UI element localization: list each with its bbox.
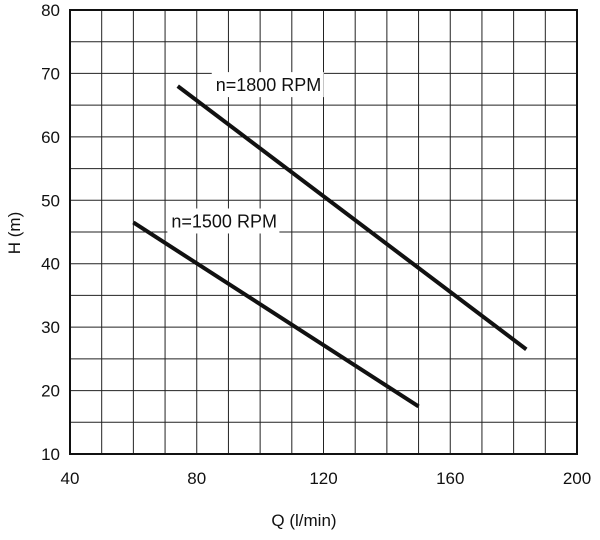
x-tick-label: 40	[61, 469, 80, 488]
y-tick-label: 50	[41, 191, 60, 210]
y-tick-label: 30	[41, 318, 60, 337]
x-tick-labels: 40 80 120 160 200	[61, 469, 592, 488]
series-label-background	[211, 72, 324, 98]
series-labels: n=1800 RPM n=1500 RPM	[167, 72, 324, 234]
series-label-text: n=1800 RPM	[216, 75, 322, 95]
y-tick-label: 60	[41, 128, 60, 147]
y-tick-label: 40	[41, 255, 60, 274]
y-tick-label: 80	[41, 1, 60, 20]
x-tick-label: 200	[563, 469, 591, 488]
series-label: n=1800 RPM	[211, 72, 324, 98]
series-lines	[132, 84, 528, 409]
plot-frame	[69, 9, 578, 455]
x-axis-label: Q (l/min)	[271, 511, 336, 530]
y-tick-label: 70	[41, 64, 60, 83]
x-tick-label: 120	[309, 469, 337, 488]
y-tick-label: 20	[41, 382, 60, 401]
series-label-text: n=1500 RPM	[171, 211, 277, 231]
x-tick-label: 80	[187, 469, 206, 488]
series-label-background	[167, 208, 280, 234]
y-axis-label: H (m)	[5, 212, 24, 254]
series-label: n=1500 RPM	[167, 208, 280, 234]
y-tick-label: 10	[41, 445, 60, 464]
x-tick-label: 160	[436, 469, 464, 488]
y-tick-labels: 10 20 30 40 50 60 70 80	[41, 1, 60, 464]
series-line	[176, 84, 528, 351]
series-line	[132, 220, 420, 409]
